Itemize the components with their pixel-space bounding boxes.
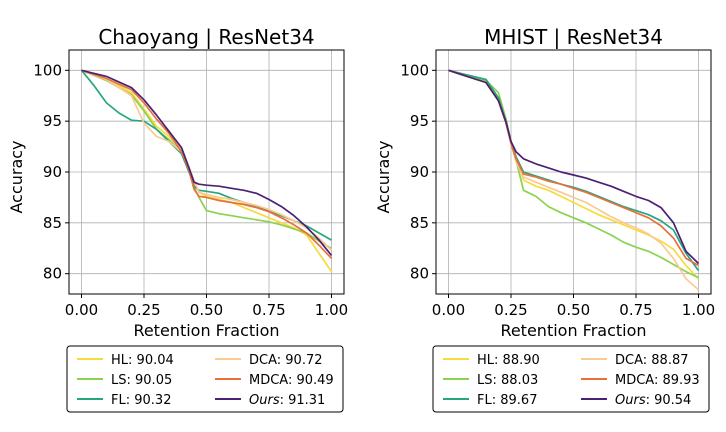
x-tick-label: 0.50 [190,301,223,319]
legend-score: 90.32 [134,393,171,408]
x-tick-label: 0.75 [252,301,285,319]
x-tick-label: 0.25 [494,301,527,319]
x-tick-label: 0.75 [619,301,652,319]
legend-entry-ours: Ours: 90.54 [615,393,691,408]
series-line-ls [448,69,699,279]
series-line-ls [81,69,332,250]
legend-separator: : [280,393,289,408]
chart-title: Chaoyang | ResNet34 [98,25,314,49]
legend: HL: 90.04 LS: 90.05 FL: 90.32 DCA: 90.72 MDC… [66,345,344,413]
legend-separator: : [288,373,297,388]
legend-separator: : [277,353,286,368]
y-tick-label: 95 [410,112,429,130]
legend-entry-fl: FL: 89.67 [477,393,537,408]
x-tick-label: 0.50 [557,301,590,319]
legend-entry-fl: FL: 90.32 [111,393,171,408]
legend-name: HL [111,353,129,368]
legend-box [432,345,710,413]
x-tick-label: 1.00 [315,301,348,319]
x-axis-label: Retention Fraction [133,321,279,340]
legend-name: MDCA [615,373,654,388]
legend-entry-ls: LS: 90.05 [111,373,172,388]
series-line-hl [81,69,333,273]
legend-separator: : [492,393,501,408]
legend-score: 90.72 [285,353,322,368]
legend-score: 89.93 [662,373,699,388]
legend-entry-dca: DCA: 88.87 [615,353,689,368]
legend-separator: : [127,373,136,388]
legend-name: LS [111,373,127,388]
legend-box [66,345,344,413]
legend-name: FL [477,393,492,408]
series-line-mdca [81,69,333,259]
legend-name: DCA [615,353,643,368]
legend-name: Ours [249,393,280,408]
legend-score: 88.87 [651,353,688,368]
legend-separator: : [646,393,655,408]
legend-entry-hl: HL: 90.04 [111,353,174,368]
legend-entry-ls: LS: 88.03 [477,373,538,388]
x-tick-label: 0.00 [432,301,465,319]
legend-separator: : [654,373,663,388]
chart-title: MHIST | ResNet34 [484,25,663,49]
series-line-ours [448,69,700,265]
legend: HL: 88.90 LS: 88.03 FL: 89.67 DCA: 88.87 MDC… [432,345,710,413]
y-tick-label: 90 [43,163,62,181]
x-tick-label: 1.00 [682,301,715,319]
legend-separator: : [643,353,652,368]
legend-separator: : [494,353,503,368]
chart-panel-1: 0.00 0.25 0.50 0.75 1.00 80 85 90 95 100 Chaoyang … [7,25,348,413]
legend-score: 90.49 [296,373,333,388]
series-line-ours [81,69,333,256]
y-axis-label: Accuracy [374,140,393,213]
legend-name: DCA [249,353,277,368]
legend-score: 90.05 [135,373,172,388]
legend-score: 90.04 [137,353,174,368]
legend-score: 88.03 [501,373,538,388]
legend-name: Ours [615,393,646,408]
y-tick-label: 80 [410,265,429,283]
legend-name: HL [477,353,495,368]
legend-score: 88.90 [503,353,540,368]
legend-name: MDCA [249,373,288,388]
y-tick-label: 85 [43,214,62,232]
series-line-dca [81,69,333,251]
legend-entry-dca: DCA: 90.72 [249,353,323,368]
y-tick-label: 80 [43,265,62,283]
y-tick-label: 95 [43,112,62,130]
legend-score: 90.54 [654,393,691,408]
x-axis-label: Retention Fraction [500,321,646,340]
legend-entry-mdca: MDCA: 90.49 [249,373,334,388]
legend-name: LS [477,373,493,388]
y-tick-label: 100 [33,61,62,79]
x-tick-label: 0.00 [65,301,98,319]
legend-separator: : [126,393,135,408]
legend-entry-mdca: MDCA: 89.93 [615,373,700,388]
legend-score: 89.67 [500,393,537,408]
legend-entry-hl: HL: 88.90 [477,353,540,368]
y-axis-label: Accuracy [7,140,26,213]
legend-score: 91.31 [288,393,325,408]
legend-separator: : [493,373,502,388]
x-tick-label: 0.25 [127,301,160,319]
chart-panel-2: 0.00 0.25 0.50 0.75 1.00 80 85 90 95 100 MHIST | R… [374,25,715,413]
y-tick-label: 90 [410,163,429,181]
y-tick-label: 85 [410,214,429,232]
legend-name: FL [111,393,126,408]
y-tick-label: 100 [400,61,429,79]
legend-entry-ours: Ours: 91.31 [249,393,325,408]
legend-separator: : [128,353,137,368]
